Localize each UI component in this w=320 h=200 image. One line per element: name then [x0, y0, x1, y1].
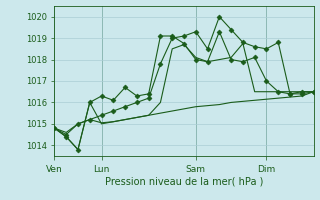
X-axis label: Pression niveau de la mer( hPa ): Pression niveau de la mer( hPa ) [105, 177, 263, 187]
